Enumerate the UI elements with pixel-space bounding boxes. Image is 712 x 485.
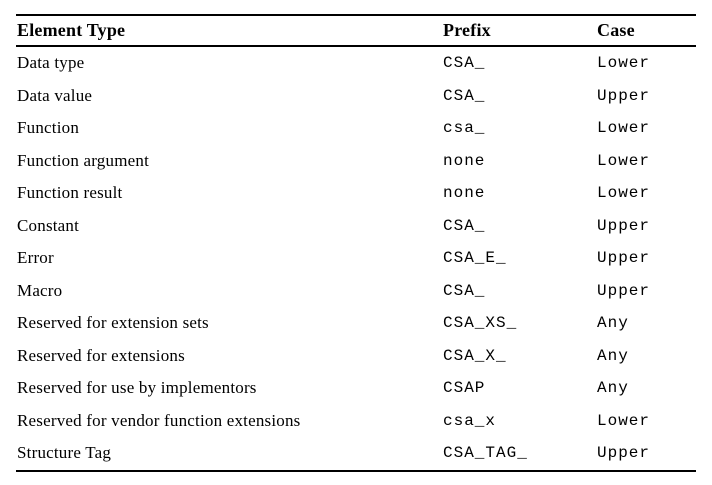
cell-prefix: CSA_X_	[443, 346, 507, 365]
cell-prefix: CSA_	[443, 86, 486, 105]
cell-element-type: Function result	[17, 183, 123, 203]
cell-prefix: CSA_XS_	[443, 314, 518, 333]
cell-element-type: Data type	[17, 53, 85, 73]
cell-prefix: CSA_	[443, 216, 486, 235]
cell-case: Lower	[597, 184, 651, 203]
table-row: Function result none Lower	[16, 177, 696, 210]
cell-prefix: CSA_	[443, 54, 486, 73]
table-header-row: Element Type Prefix Case	[16, 14, 696, 47]
cell-element-type: Error	[17, 248, 54, 268]
cell-element-type: Function	[17, 118, 80, 138]
cell-element-type: Reserved for vendor function extensions	[17, 410, 301, 430]
cell-case: Any	[597, 314, 629, 333]
table-row: Reserved for vendor function extensions …	[16, 405, 696, 438]
naming-conventions-table: Element Type Prefix Case Data type CSA_ …	[16, 14, 696, 472]
cell-element-type: Reserved for extension sets	[17, 313, 209, 333]
cell-case: Upper	[597, 216, 651, 235]
cell-element-type: Macro	[17, 280, 63, 300]
cell-element-type: Structure Tag	[17, 443, 112, 463]
cell-case: Lower	[597, 411, 651, 430]
cell-prefix: csa_x	[443, 411, 497, 430]
table-row: Macro CSA_ Upper	[16, 275, 696, 308]
column-header-prefix: Prefix	[443, 20, 491, 40]
cell-case: Upper	[597, 444, 651, 463]
cell-element-type: Constant	[17, 215, 80, 235]
cell-element-type: Reserved for use by implementors	[17, 378, 257, 398]
table-body: Data type CSA_ Lower Data value CSA_ Upp…	[16, 47, 696, 472]
cell-prefix: CSA_TAG_	[443, 444, 528, 463]
cell-element-type: Data value	[17, 85, 93, 105]
column-header-case: Case	[597, 20, 635, 40]
column-header-element-type: Element Type	[17, 20, 126, 40]
table-row: Data value CSA_ Upper	[16, 80, 696, 113]
cell-case: Lower	[597, 151, 651, 170]
cell-prefix: csa_	[443, 119, 486, 138]
cell-case: Lower	[597, 54, 651, 73]
table-row: Function argument none Lower	[16, 145, 696, 178]
table-row: Function csa_ Lower	[16, 112, 696, 145]
table-row: Constant CSA_ Upper	[16, 210, 696, 243]
table-row: Reserved for extensions CSA_X_ Any	[16, 340, 696, 373]
cell-case: Upper	[597, 281, 651, 300]
cell-case: Upper	[597, 249, 651, 268]
cell-prefix: CSA_E_	[443, 249, 507, 268]
cell-element-type: Function argument	[17, 150, 149, 170]
table-row: Structure Tag CSA_TAG_ Upper	[16, 437, 696, 470]
cell-case: Any	[597, 379, 629, 398]
table-row: Reserved for use by implementors CSAP An…	[16, 372, 696, 405]
cell-case: Any	[597, 346, 629, 365]
cell-prefix: CSA_	[443, 281, 486, 300]
cell-element-type: Reserved for extensions	[17, 345, 185, 365]
cell-case: Lower	[597, 119, 651, 138]
table-row: Reserved for extension sets CSA_XS_ Any	[16, 307, 696, 340]
cell-prefix: none	[443, 151, 486, 170]
table-row: Error CSA_E_ Upper	[16, 242, 696, 275]
cell-prefix: none	[443, 184, 486, 203]
cell-case: Upper	[597, 86, 651, 105]
cell-prefix: CSAP	[443, 379, 486, 398]
table-row: Data type CSA_ Lower	[16, 47, 696, 80]
